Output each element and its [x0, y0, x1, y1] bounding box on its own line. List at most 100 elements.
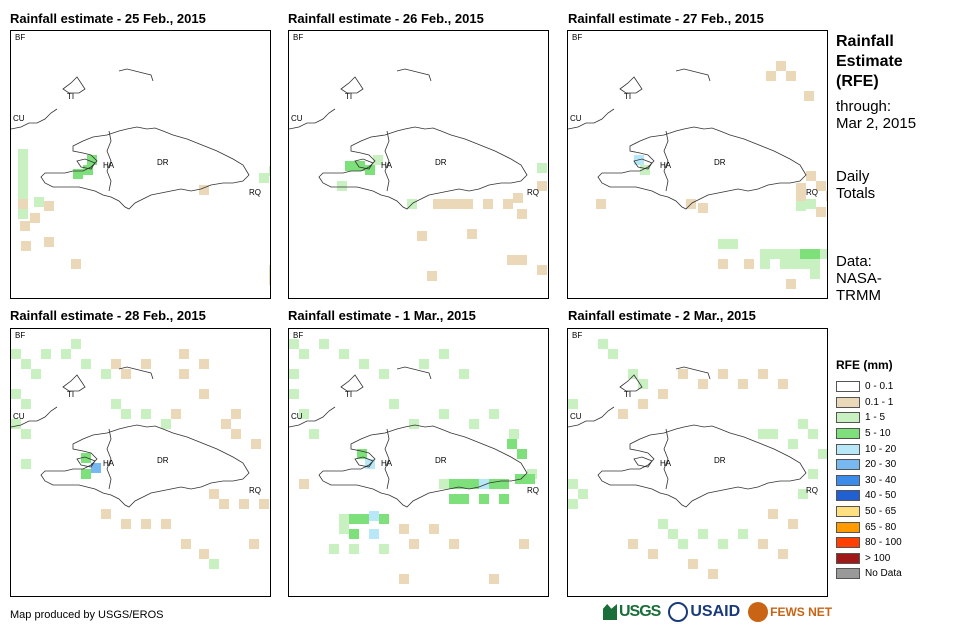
rainfall-cell — [209, 489, 219, 499]
rainfall-cell — [459, 494, 469, 504]
rainfall-cell — [21, 399, 31, 409]
map-label-rq: RQ — [806, 486, 818, 495]
rainfall-cell — [121, 519, 131, 529]
map-label-bf: BF — [572, 33, 582, 42]
rainfall-cell — [768, 429, 778, 439]
hispaniola-outline — [597, 126, 807, 210]
map-svg: BF CU TI HA DR RQ — [11, 331, 269, 569]
legend-item: 0.1 - 1 — [836, 395, 902, 411]
fews-net-logo-text: FEWS NET — [770, 605, 833, 619]
data-line3: TRMM — [836, 287, 881, 304]
rainfall-cell — [369, 511, 379, 521]
legend-label: 40 - 50 — [865, 490, 897, 502]
border-outline — [384, 428, 390, 490]
rainfall-cell — [537, 265, 547, 275]
panel-title-2: Rainfall estimate - 26 Feb., 2015 — [288, 11, 484, 26]
border-outline — [663, 428, 669, 490]
rainfall-cell — [141, 409, 151, 419]
map-label-ti: TI — [624, 390, 631, 399]
rainfall-cell — [537, 163, 547, 173]
rainfall-cell — [357, 449, 367, 459]
rainfall-cell — [760, 259, 770, 269]
rainfall-cell — [399, 574, 409, 584]
legend-label: 80 - 100 — [865, 537, 902, 549]
rainfall-cell — [628, 369, 638, 379]
rainfall-cell — [728, 239, 738, 249]
rainfall-cell — [289, 369, 299, 379]
rainfall-cell — [199, 359, 209, 369]
rainfall-cell — [786, 71, 796, 81]
rainfall-cell — [770, 249, 780, 259]
rainfall-cell — [449, 479, 459, 489]
rainfall-cell — [309, 429, 319, 439]
rainfall-cell — [11, 349, 21, 359]
rainfall-cell — [359, 359, 369, 369]
turks-caicos-outline — [619, 374, 643, 392]
legend-item: 20 - 30 — [836, 457, 902, 473]
rainfall-cell — [179, 349, 189, 359]
rainfall-cell — [806, 199, 816, 209]
rainfall-cell — [499, 479, 509, 489]
rainfall-cell — [780, 249, 790, 259]
bahamas-outline — [396, 366, 432, 380]
rainfall-cell — [101, 509, 111, 519]
rainfall-cell — [469, 419, 479, 429]
map-svg: BF CU TI HA DR RQ — [11, 33, 270, 285]
rainfall-cell — [507, 439, 517, 449]
rainfall-cell — [537, 181, 547, 191]
map-label-ti: TI — [345, 390, 352, 399]
hispaniola-outline — [318, 126, 528, 210]
rainfall-cell — [289, 389, 299, 399]
rainfall-cell — [810, 269, 820, 279]
rainfall-cell — [83, 165, 93, 175]
rainfall-cell — [369, 529, 379, 539]
rainfall-cell — [816, 207, 826, 217]
cuba-outline — [568, 406, 615, 428]
rainfall-cell — [788, 519, 798, 529]
rainfall-cell — [738, 379, 748, 389]
cuba-outline — [11, 406, 58, 428]
rainfall-cell — [678, 369, 688, 379]
legend-label: 50 - 65 — [865, 506, 897, 518]
gonave-outline — [633, 158, 653, 170]
rainfall-cell — [161, 419, 171, 429]
legend-item: 10 - 20 — [836, 441, 902, 457]
map-label-cu: CU — [570, 114, 582, 123]
rainfall-cell — [269, 275, 270, 285]
rainfall-cell — [790, 249, 800, 259]
hispaniola-outline — [318, 424, 528, 508]
legend-label: No Data — [865, 568, 902, 580]
rainfall-cell — [758, 539, 768, 549]
rainfall-cell — [568, 479, 578, 489]
map-label-cu: CU — [291, 114, 303, 123]
rainfall-cell — [409, 539, 419, 549]
data-line2: NASA- — [836, 270, 882, 287]
rainfall-cell — [18, 149, 28, 159]
legend-rows: 0 - 0.1 0.1 - 1 1 - 5 5 - 10 10 - 20 20 - 30 3… — [836, 379, 902, 582]
rainfall-cell — [453, 199, 463, 209]
rainfall-cell — [91, 463, 101, 473]
rainfall-cell — [568, 499, 578, 509]
rainfall-cell — [199, 389, 209, 399]
rainfall-cell — [596, 199, 606, 209]
legend-swatch — [836, 537, 860, 549]
rainfall-cell — [18, 159, 28, 169]
rainfall-cell — [61, 349, 71, 359]
daily-totals: Daily Totals — [836, 168, 875, 202]
turks-caicos-outline — [340, 76, 364, 94]
rainfall-cell — [449, 494, 459, 504]
rainfall-cell — [31, 369, 41, 379]
turks-caicos-outline — [340, 374, 364, 392]
rainfall-cell — [776, 61, 786, 71]
rainfall-cell — [810, 259, 820, 269]
rainfall-cell — [578, 489, 588, 499]
daily-line1: Daily — [836, 168, 870, 185]
rainfall-cell — [389, 399, 399, 409]
rainfall-cell — [433, 199, 443, 209]
rainfall-cell — [507, 255, 517, 265]
gonave-outline — [76, 158, 96, 170]
rainfall-cell — [826, 191, 827, 201]
legend-item: 50 - 65 — [836, 504, 902, 520]
rfe-title-line3: (RFE) — [836, 73, 879, 90]
cuba-outline — [289, 108, 336, 130]
